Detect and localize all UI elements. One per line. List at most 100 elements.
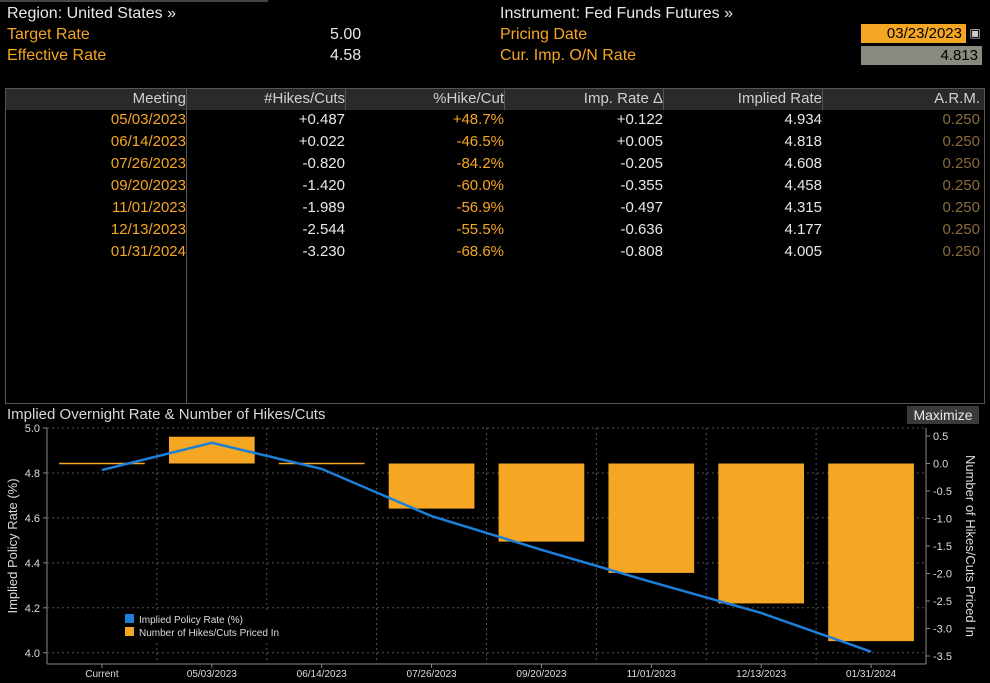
hikes-cuts-bar bbox=[608, 463, 695, 573]
y2-axis-title: Number of Hikes/Cuts Priced In bbox=[963, 455, 978, 637]
pricing-date-label: Pricing Date bbox=[500, 26, 588, 43]
x-tick-label: 01/31/2024 bbox=[846, 669, 896, 680]
col-header-implied-rate[interactable]: Implied Rate bbox=[737, 90, 822, 107]
meeting-date[interactable]: 06/14/2023 bbox=[110, 133, 186, 150]
pct-hike-cut-value: -55.5% bbox=[456, 221, 504, 238]
hikes-cuts-bar bbox=[498, 463, 585, 542]
pct-hike-cut-value: -68.6% bbox=[456, 243, 504, 260]
on-rate-label: Cur. Imp. O/N Rate bbox=[500, 47, 637, 64]
col-divider bbox=[663, 89, 664, 110]
arm-value: 0.250 bbox=[942, 111, 980, 128]
col-divider bbox=[504, 89, 505, 110]
y2-tick-label: -2.5 bbox=[933, 596, 952, 608]
imp-rate-delta-value: -0.355 bbox=[620, 177, 663, 194]
col-header-meeting[interactable]: Meeting bbox=[132, 90, 186, 107]
chart-title: Implied Overnight Rate & Number of Hikes… bbox=[7, 406, 326, 423]
col-header-imp-rate-delta[interactable]: Imp. Rate Δ bbox=[583, 90, 663, 107]
imp-rate-delta-value: -0.497 bbox=[620, 199, 663, 216]
y2-tick-label: 0.5 bbox=[933, 431, 948, 443]
imp-rate-delta-value: +0.122 bbox=[616, 111, 663, 128]
meeting-date[interactable]: 12/13/2023 bbox=[110, 221, 186, 238]
hikes-cuts-value: +0.487 bbox=[298, 111, 345, 128]
y-tick-label: 4.0 bbox=[25, 648, 40, 660]
pct-hike-cut-value: +48.7% bbox=[452, 111, 504, 128]
y-axis-title: Implied Policy Rate (%) bbox=[5, 478, 20, 613]
col-divider bbox=[822, 89, 823, 110]
y2-tick-label: 0.0 bbox=[933, 459, 948, 471]
calendar-icon[interactable]: ▣ bbox=[968, 24, 982, 43]
arm-value: 0.250 bbox=[942, 133, 980, 150]
legend bbox=[118, 611, 308, 641]
hikes-cuts-bar bbox=[828, 463, 914, 642]
x-tick-label: 11/01/2023 bbox=[627, 669, 677, 680]
maximize-button[interactable]: Maximize bbox=[907, 406, 979, 424]
y2-tick-label: -1.5 bbox=[933, 541, 952, 553]
arm-value: 0.250 bbox=[942, 243, 980, 260]
effective-rate-value: 4.58 bbox=[330, 47, 362, 64]
meeting-date[interactable]: 09/20/2023 bbox=[110, 177, 186, 194]
hikes-cuts-bar bbox=[718, 463, 805, 604]
x-tick-label: 05/03/2023 bbox=[187, 669, 237, 680]
x-tick-label: 12/13/2023 bbox=[736, 669, 786, 680]
col-header-arm[interactable]: A.R.M. bbox=[934, 90, 980, 107]
x-tick-label: 09/20/2023 bbox=[516, 669, 566, 680]
hikes-cuts-value: -0.820 bbox=[302, 155, 345, 172]
top-divider bbox=[0, 0, 268, 2]
col-header-hikes-cuts[interactable]: #Hikes/Cuts bbox=[264, 90, 345, 107]
arm-value: 0.250 bbox=[942, 177, 980, 194]
y2-tick-label: -2.0 bbox=[933, 569, 952, 581]
y-tick-label: 5.0 bbox=[25, 423, 40, 435]
hikes-cuts-value: -1.989 bbox=[302, 199, 345, 216]
y2-tick-label: -0.5 bbox=[933, 486, 952, 498]
arm-value: 0.250 bbox=[942, 221, 980, 238]
x-tick-label: Current bbox=[85, 669, 119, 680]
x-tick-label: 07/26/2023 bbox=[407, 669, 457, 680]
hikes-cuts-bar bbox=[168, 436, 255, 464]
hikes-cuts-bar bbox=[388, 463, 475, 509]
implied-rate-value: 4.005 bbox=[784, 243, 822, 260]
hikes-cuts-value: -2.544 bbox=[302, 221, 345, 238]
implied-rate-line bbox=[101, 441, 872, 653]
legend-swatch-rate bbox=[125, 614, 134, 623]
target-rate-label: Target Rate bbox=[7, 26, 90, 43]
legend-swatch-hikes bbox=[125, 627, 134, 636]
y-tick-label: 4.4 bbox=[25, 558, 40, 570]
col-divider bbox=[345, 89, 346, 110]
implied-rate-value: 4.315 bbox=[784, 199, 822, 216]
y-tick-label: 4.6 bbox=[25, 513, 40, 525]
hikes-cuts-value: -1.420 bbox=[302, 177, 345, 194]
target-rate-value: 5.00 bbox=[330, 26, 362, 43]
effective-rate-label: Effective Rate bbox=[7, 47, 107, 64]
arm-value: 0.250 bbox=[942, 155, 980, 172]
y2-tick-label: -1.0 bbox=[933, 514, 952, 526]
imp-rate-delta-value: -0.636 bbox=[620, 221, 663, 238]
pct-hike-cut-value: -56.9% bbox=[456, 199, 504, 216]
y-tick-label: 4.2 bbox=[25, 603, 40, 615]
table-header bbox=[6, 89, 984, 110]
legend-label-hikes: Number of Hikes/Cuts Priced In bbox=[139, 628, 279, 639]
instrument-selector[interactable]: Instrument: Fed Funds Futures » bbox=[500, 5, 733, 22]
implied-rate-value: 4.818 bbox=[784, 133, 822, 150]
on-rate-value: 4.813 bbox=[861, 46, 982, 65]
implied-rate-value: 4.458 bbox=[784, 177, 822, 194]
meeting-date[interactable]: 07/26/2023 bbox=[110, 155, 186, 172]
y-tick-label: 4.8 bbox=[25, 468, 40, 480]
meeting-date[interactable]: 11/01/2023 bbox=[112, 199, 186, 216]
arm-value: 0.250 bbox=[942, 199, 980, 216]
implied-rate-value: 4.608 bbox=[784, 155, 822, 172]
imp-rate-delta-value: -0.205 bbox=[620, 155, 663, 172]
x-tick-label: 06/14/2023 bbox=[297, 669, 347, 680]
implied-rate-value: 4.177 bbox=[784, 221, 822, 238]
pct-hike-cut-value: -84.2% bbox=[456, 155, 504, 172]
hikes-cuts-value: +0.022 bbox=[298, 133, 345, 150]
pricing-date-input[interactable]: 03/23/2023 bbox=[861, 24, 966, 43]
region-selector[interactable]: Region: United States » bbox=[7, 5, 176, 22]
meeting-date[interactable]: 05/03/2023 bbox=[110, 111, 186, 128]
pct-hike-cut-value: -46.5% bbox=[456, 133, 504, 150]
col-header-pct-hike-cut[interactable]: %Hike/Cut bbox=[433, 90, 504, 107]
legend-label-rate: Implied Policy Rate (%) bbox=[139, 615, 243, 626]
meeting-date[interactable]: 01/31/2024 bbox=[110, 243, 186, 260]
hikes-cuts-value: -3.230 bbox=[302, 243, 345, 260]
imp-rate-delta-value: -0.808 bbox=[620, 243, 663, 260]
meeting-column-divider bbox=[186, 110, 187, 403]
